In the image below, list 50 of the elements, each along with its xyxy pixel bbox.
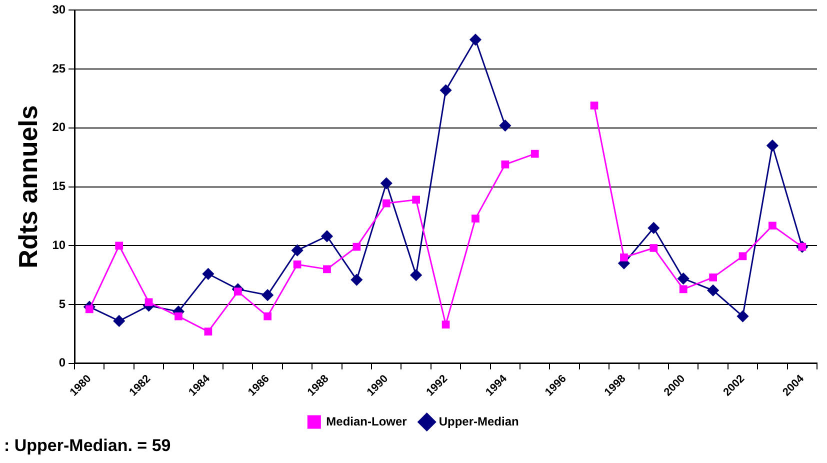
text: : Upper-Median. = 59 xyxy=(4,436,171,456)
point xyxy=(323,265,331,274)
point xyxy=(113,315,125,327)
point xyxy=(768,222,776,230)
point xyxy=(766,140,778,152)
point xyxy=(501,160,510,168)
y-tick-label: 15 xyxy=(52,179,66,194)
point xyxy=(648,222,660,234)
point xyxy=(472,214,480,222)
point xyxy=(202,268,214,280)
legend-label: Median-Lower xyxy=(326,414,408,428)
point xyxy=(530,150,539,158)
point xyxy=(707,284,719,296)
point xyxy=(382,199,390,208)
point xyxy=(738,252,747,260)
point xyxy=(352,242,361,251)
point xyxy=(620,253,628,262)
point xyxy=(679,285,688,294)
point xyxy=(678,272,690,284)
point xyxy=(144,298,153,306)
point xyxy=(737,310,749,322)
point xyxy=(115,242,124,250)
y-tick-label: 10 xyxy=(52,238,66,252)
y-tick-label: 5 xyxy=(58,296,66,311)
point xyxy=(470,34,482,46)
point xyxy=(292,244,304,256)
y-axis-title: Rdts annuels xyxy=(12,105,43,268)
point xyxy=(590,102,598,110)
y-tick-label: 30 xyxy=(52,2,66,17)
point xyxy=(412,196,420,204)
point xyxy=(234,288,242,296)
point xyxy=(264,312,272,320)
point xyxy=(321,230,333,242)
point xyxy=(410,269,422,281)
point xyxy=(204,328,212,336)
y-tick-label: 25 xyxy=(52,61,66,76)
point xyxy=(650,244,658,252)
point xyxy=(380,178,392,189)
point xyxy=(442,320,450,328)
legend-label: Upper-Median xyxy=(438,414,519,428)
point xyxy=(709,273,717,282)
point xyxy=(499,120,511,132)
y-tick-label: 0 xyxy=(58,356,66,370)
point xyxy=(174,312,182,320)
y-tick-label: 20 xyxy=(52,120,66,134)
point xyxy=(85,305,94,314)
point xyxy=(262,289,274,301)
point xyxy=(293,260,302,268)
point xyxy=(440,84,452,96)
point xyxy=(350,274,362,286)
